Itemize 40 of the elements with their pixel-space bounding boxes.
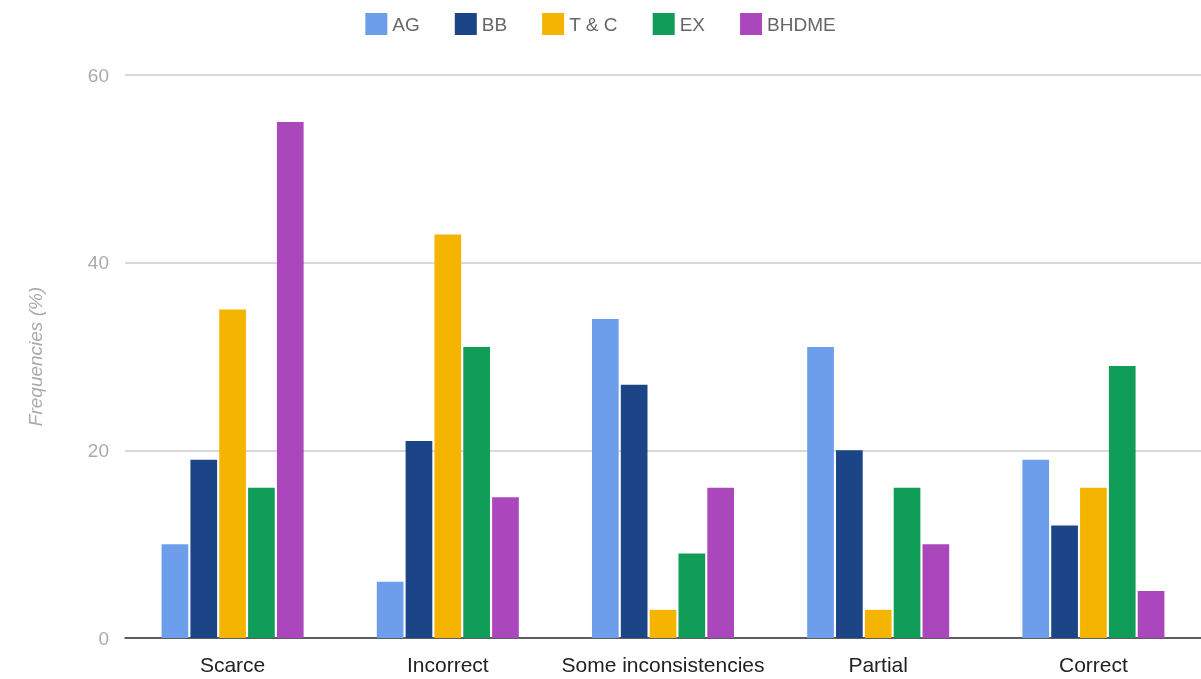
bar	[707, 487, 735, 638]
bar	[463, 347, 490, 638]
bar	[219, 309, 246, 638]
y-tick-label: 60	[87, 64, 109, 86]
x-tick-label: Correct	[1058, 653, 1128, 676]
bar	[864, 609, 892, 638]
legend-label: EX	[679, 13, 706, 35]
bar	[807, 347, 834, 638]
legend-label: AG	[392, 13, 420, 35]
bar	[836, 450, 863, 638]
x-tick-label: Incorrect	[406, 653, 489, 676]
x-tick-label: Partial	[848, 653, 908, 676]
bar	[922, 544, 950, 638]
bar	[893, 487, 921, 638]
y-axis-title: Frequencies (%)	[25, 286, 46, 427]
bar	[405, 440, 433, 638]
y-tick-label: 20	[87, 439, 109, 461]
x-tick-label: Some inconsistencies	[561, 653, 765, 676]
bar	[276, 121, 304, 638]
legend-label: BB	[481, 13, 508, 35]
bar	[620, 384, 648, 638]
y-tick-label: 40	[87, 252, 109, 274]
bar	[1108, 365, 1136, 638]
bar	[190, 459, 218, 638]
legend-label: BHDME	[767, 13, 836, 35]
bar	[1022, 459, 1050, 638]
y-tick-label: 0	[98, 627, 109, 649]
legend-label: T & C	[569, 13, 618, 35]
bar	[1051, 525, 1078, 638]
bar	[1080, 487, 1107, 638]
bar	[248, 487, 275, 638]
bar	[434, 234, 462, 638]
bar	[678, 553, 706, 638]
bar	[591, 318, 619, 638]
bar	[492, 497, 519, 638]
bar	[161, 544, 189, 638]
x-tick-label: Scarce	[199, 653, 266, 676]
bar	[376, 581, 404, 638]
bar	[649, 609, 677, 638]
bar	[1137, 591, 1165, 638]
